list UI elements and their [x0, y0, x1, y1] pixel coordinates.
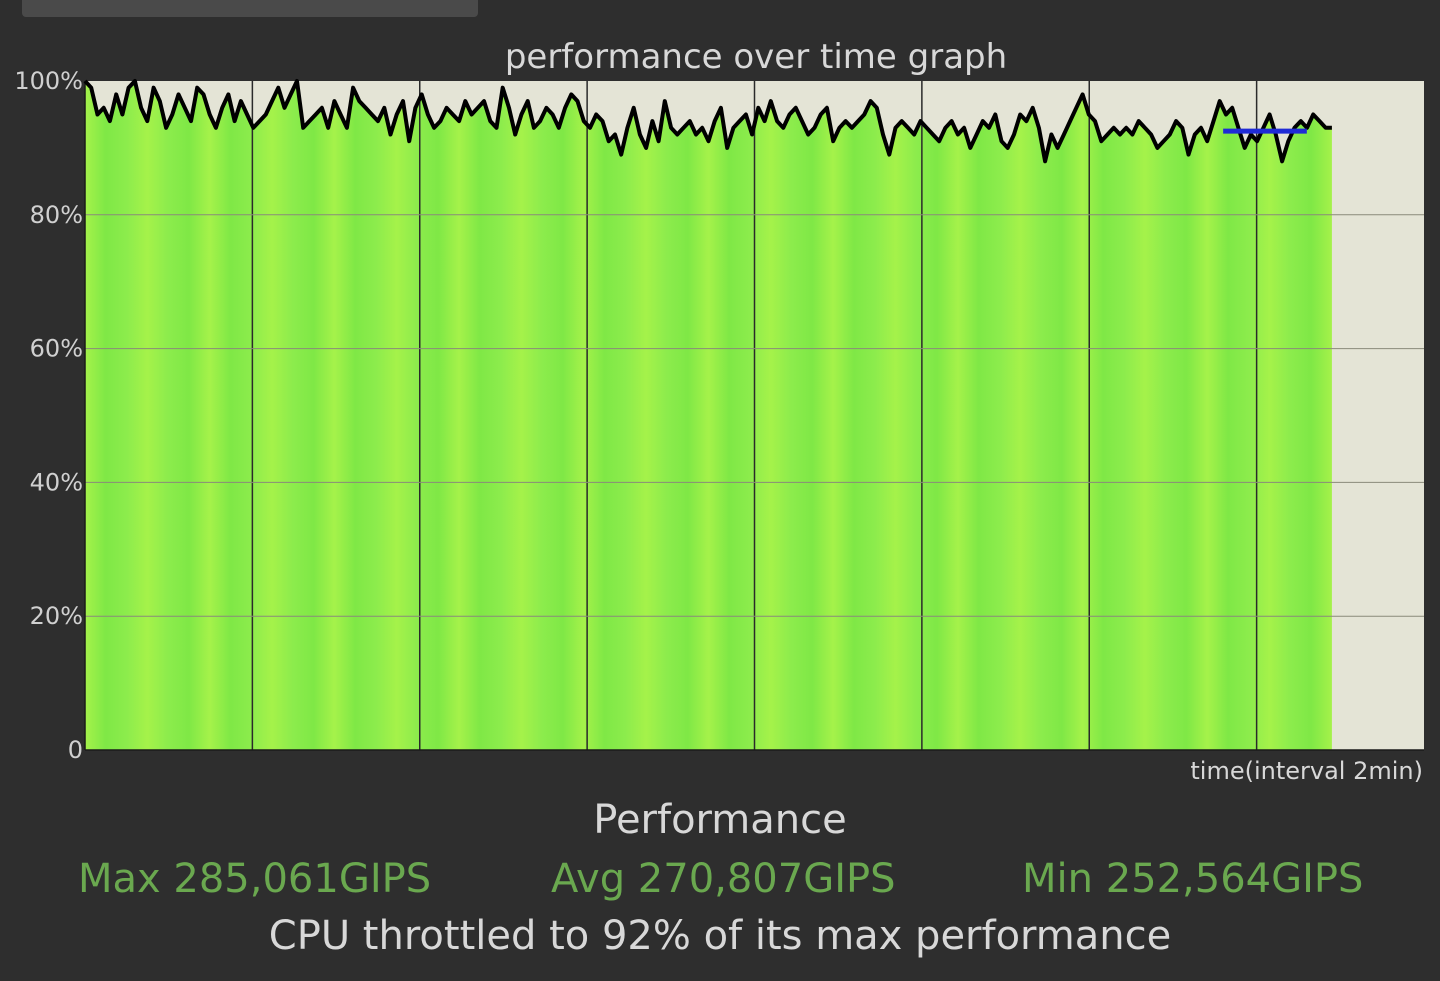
- avg-performance: Avg 270,807GIPS: [551, 856, 896, 902]
- chart-title: performance over time graph: [504, 37, 1008, 77]
- min-performance: Min 252,564GIPS: [1022, 856, 1364, 902]
- performance-line: [83, 79, 1332, 164]
- x-axis-label: time(interval 2min): [1190, 757, 1423, 785]
- performance-chart: 0 20% 40% 60% 80% 100%: [14, 67, 1424, 760]
- y-tick-label: 0: [68, 736, 83, 760]
- throttle-message: CPU throttled to 92% of its max performa…: [268, 913, 1172, 959]
- performance-area: [85, 81, 1332, 750]
- y-tick-label: 20%: [30, 602, 83, 630]
- max-performance: Max 285,061GIPS: [78, 856, 432, 902]
- y-tick-label: 60%: [30, 335, 83, 363]
- y-tick-label: 80%: [30, 201, 83, 229]
- y-tick-label: 40%: [30, 468, 83, 496]
- y-tick-label: 100%: [14, 67, 83, 95]
- performance-heading: Performance: [593, 797, 847, 843]
- top-tab[interactable]: [22, 0, 478, 17]
